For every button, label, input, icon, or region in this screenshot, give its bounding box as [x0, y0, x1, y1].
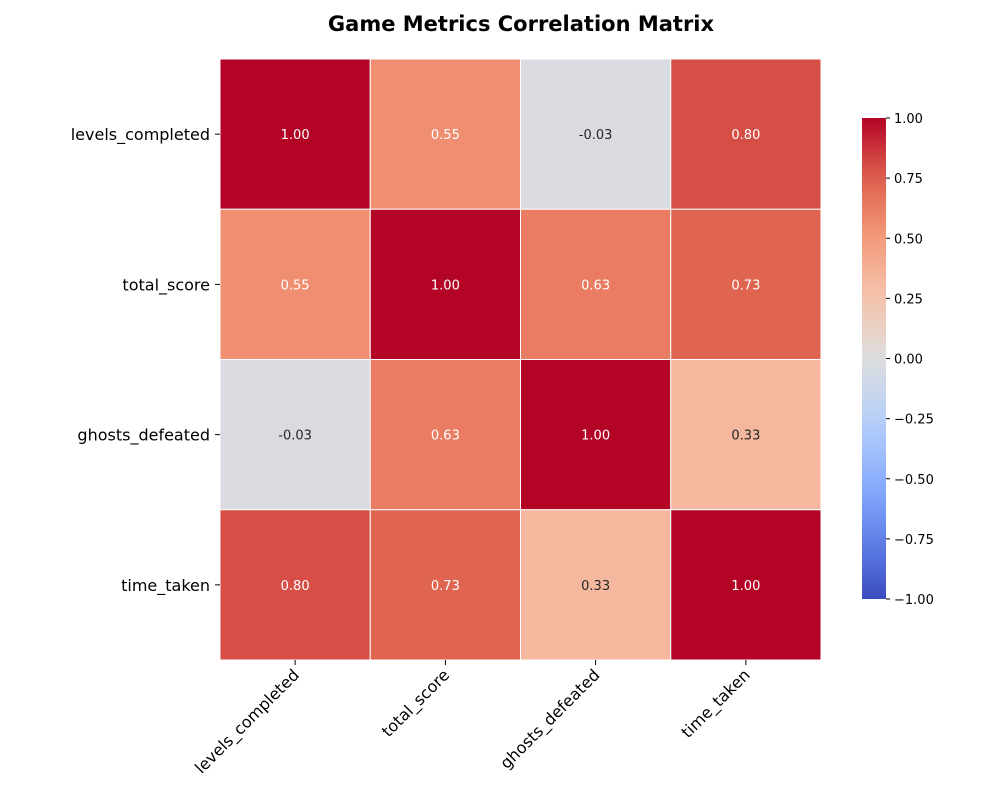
column-labels: levels_completed total_score ghosts_defeat… [191, 660, 754, 778]
cell-value-label: 0.80 [731, 128, 760, 143]
heatmap-cell [670, 208, 822, 360]
cell-value-label: 0.80 [281, 579, 310, 594]
row-label: time_taken [121, 576, 210, 596]
colorbar-tick-label: −1.00 [894, 593, 934, 608]
heatmap-cell [670, 359, 822, 511]
colorbar-tick-label: 0.00 [894, 353, 923, 368]
heatmap-grid: 1.00 0.55 -0.03 0.80 0.55 1.00 0.63 0.73 -0.03 0.… [219, 58, 822, 661]
cell-value-label: -0.03 [579, 128, 613, 143]
column-label: total_score [378, 665, 454, 741]
cell-value-label: 0.33 [581, 579, 610, 594]
row-label: ghosts_defeated [77, 426, 210, 446]
colorbar-tick-label: −0.50 [894, 473, 934, 488]
colorbar-gradient [862, 118, 886, 599]
heatmap-cell [520, 58, 672, 210]
heatmap-cell [219, 509, 371, 661]
chart-title: Game Metrics Correlation Matrix [328, 12, 715, 36]
column-label: levels_completed [191, 665, 304, 778]
cell-value-label: 1.00 [281, 128, 310, 143]
heatmap-cell [520, 509, 672, 661]
cell-value-label: 1.00 [731, 579, 760, 594]
column-label: time_taken [677, 665, 754, 742]
heatmap-cell [219, 208, 371, 360]
colorbar-tick-label: −0.25 [894, 413, 934, 428]
cell-value-label: 0.73 [731, 278, 760, 293]
heatmap-cell [219, 58, 371, 210]
cell-value-label: 0.73 [431, 579, 460, 594]
cell-value-label: 1.00 [431, 278, 460, 293]
heatmap-cell [670, 509, 822, 661]
cell-value-label: 0.63 [431, 429, 460, 444]
column-label: ghosts_defeated [496, 665, 604, 773]
colorbar-tick-label: 0.75 [894, 172, 923, 187]
colorbar-tick-label: 0.25 [894, 292, 923, 307]
row-label: total_score [122, 275, 210, 295]
cell-value-label: -0.03 [278, 429, 312, 444]
heatmap-cell [520, 208, 672, 360]
cell-value-label: 0.33 [731, 429, 760, 444]
row-labels: levels_completed total_score ghosts_defeat… [71, 125, 220, 596]
colorbar-tick-label: −0.75 [894, 533, 934, 548]
row-label: levels_completed [71, 125, 210, 145]
colorbar-tick-label: 1.00 [894, 112, 923, 127]
cell-value-label: 0.63 [581, 278, 610, 293]
heatmap-cell [369, 208, 521, 360]
cell-value-label: 1.00 [581, 429, 610, 444]
colorbar: 1.00 0.75 0.50 0.25 0.00 −0.25 −0.50 −0.75 −1.00 [862, 112, 934, 608]
heatmap-cell [369, 58, 521, 210]
heatmap-cell [369, 509, 521, 661]
cell-value-label: 0.55 [281, 278, 310, 293]
colorbar-tick-label: 0.50 [894, 232, 923, 247]
cell-value-label: 0.55 [431, 128, 460, 143]
heatmap-cell [369, 359, 521, 511]
heatmap-cell [670, 58, 822, 210]
